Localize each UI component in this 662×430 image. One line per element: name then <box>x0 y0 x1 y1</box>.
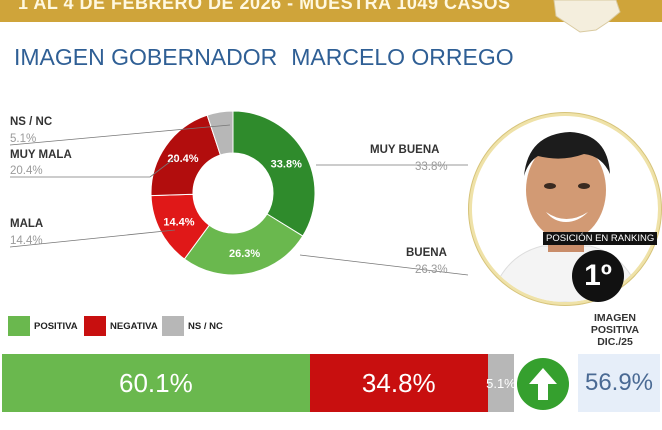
label-muy-buena: MUY BUENA <box>370 144 440 156</box>
slice-mala <box>150 193 210 260</box>
map-decoration <box>553 0 621 33</box>
label-muy-mala: MUY MALA <box>10 149 72 161</box>
label-mala: MALA <box>10 218 44 230</box>
bar-value-ns-nc: 5.1% <box>486 375 516 391</box>
bar-positiva: 60.1% <box>2 354 310 412</box>
slice-label-muy-buena: 33.8% <box>271 158 302 170</box>
slice-buena <box>183 213 304 276</box>
previous-heading-line3: DIC./25 <box>597 336 633 348</box>
pct-muy-buena: 33.8% <box>415 161 448 173</box>
ranking-badge: 1º <box>572 250 624 302</box>
previous-heading-line2: POSITIVA <box>590 324 640 336</box>
pct-buena: 26.3% <box>415 264 448 276</box>
slice-muy-mala <box>150 114 222 197</box>
pct-ns-nc: 5.1% <box>10 133 37 145</box>
title-part1: IMAGEN GOBERNADOR <box>14 44 278 70</box>
bar-value-negativa: 34.8% <box>361 367 436 398</box>
slice-muy-buena <box>232 110 316 237</box>
governor-photo <box>472 116 658 302</box>
legend-label-positiva: POSITIVA <box>34 320 78 332</box>
legend-negativa: NEGATIVA <box>84 316 158 336</box>
title-part2: MARCELO ORREGO <box>291 44 514 70</box>
legend-swatch-positiva <box>8 316 30 336</box>
slice-label-mala: 14.4% <box>163 216 194 228</box>
bar-ns-nc: 5.1% <box>486 354 516 412</box>
legend-swatch-ns-nc <box>162 316 184 336</box>
previous-value-box: 56.9% <box>578 354 660 412</box>
previous-value: 56.9% <box>584 369 654 396</box>
leader-line <box>149 157 176 178</box>
donut-hole <box>193 153 273 233</box>
page-title: IMAGEN GOBERNADOR MARCELO ORREGO <box>14 44 528 71</box>
slice-label-buena: 26.3% <box>229 248 260 260</box>
label-ns-nc: NS / NC <box>10 116 53 128</box>
up-arrow-icon <box>517 358 569 410</box>
label-buena: BUENA <box>406 247 447 259</box>
leader-line <box>9 124 231 146</box>
ranking-label: POSICIÓN EN RANKING <box>543 232 658 245</box>
slice-ns-nc <box>206 110 234 156</box>
legend-swatch-negativa <box>84 316 106 336</box>
legend-label-negativa: NEGATIVA <box>110 320 158 332</box>
legend-label-ns-nc: NS / NC <box>188 320 223 332</box>
pct-muy-mala: 20.4% <box>10 165 43 177</box>
previous-heading: IMAGEN POSITIVA DIC./25 <box>580 312 650 348</box>
legend-ns-nc: NS / NC <box>162 316 223 336</box>
legend-positiva: POSITIVA <box>8 316 78 336</box>
survey-info: 1 AL 4 DE FEBRERO DE 2026 - MUESTRA 1049… <box>18 0 511 13</box>
slice-label-muy-mala: 20.4% <box>167 153 198 165</box>
bar-negativa: 34.8% <box>309 354 488 412</box>
header-bar: 1 AL 4 DE FEBRERO DE 2026 - MUESTRA 1049… <box>0 0 662 22</box>
previous-heading-line1: IMAGEN <box>594 312 636 324</box>
pct-mala: 14.4% <box>10 235 43 247</box>
bar-value-positiva: 60.1% <box>118 367 193 398</box>
